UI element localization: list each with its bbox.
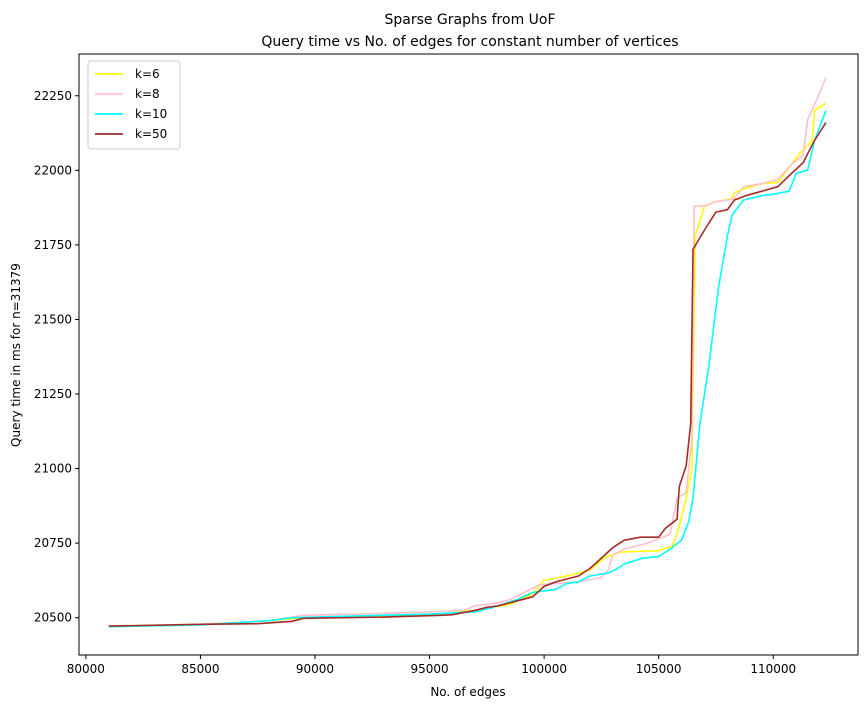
chart-subtitle: Query time vs No. of edges for constant … xyxy=(261,34,678,50)
legend-label: k=10 xyxy=(135,107,167,121)
y-tick-label: 22250 xyxy=(34,89,72,103)
chart-title: Sparse Graphs from UoF xyxy=(384,12,555,28)
x-tick-label: 100000 xyxy=(521,662,567,676)
x-tick-label: 80000 xyxy=(67,662,105,676)
x-tick-label: 110000 xyxy=(750,662,796,676)
y-tick-label: 20750 xyxy=(34,536,72,550)
x-tick-label: 85000 xyxy=(181,662,219,676)
series-line-k=8 xyxy=(108,77,827,628)
series-line-k=50 xyxy=(108,122,827,627)
legend: k=6 k=8 k=10 k=50 xyxy=(87,60,181,150)
x-tick-label: 105000 xyxy=(636,662,682,676)
plot-frame xyxy=(78,53,859,656)
x-tick-label: 90000 xyxy=(296,662,334,676)
plot-lines xyxy=(108,77,827,628)
x-axis-ticks: 80000 85000 90000 95000 100000 105000 110000 xyxy=(67,655,796,676)
y-axis-ticks: 20500 20750 21000 21250 21500 21750 22000 22250 xyxy=(34,89,79,625)
y-tick-label: 21500 xyxy=(34,312,72,326)
legend-label: k=6 xyxy=(135,67,160,81)
y-tick-label: 21000 xyxy=(34,462,72,476)
y-tick-label: 22000 xyxy=(34,163,72,177)
legend-label: k=50 xyxy=(135,127,167,141)
x-tick-label: 95000 xyxy=(410,662,448,676)
y-axis-label: Query time in ms for n=31379 xyxy=(9,263,23,447)
y-tick-label: 20500 xyxy=(34,611,72,625)
legend-label: k=8 xyxy=(135,87,160,101)
y-tick-label: 21250 xyxy=(34,387,72,401)
x-axis-label: No. of edges xyxy=(430,685,505,699)
y-tick-label: 21750 xyxy=(34,238,72,252)
legend-box xyxy=(87,60,181,150)
